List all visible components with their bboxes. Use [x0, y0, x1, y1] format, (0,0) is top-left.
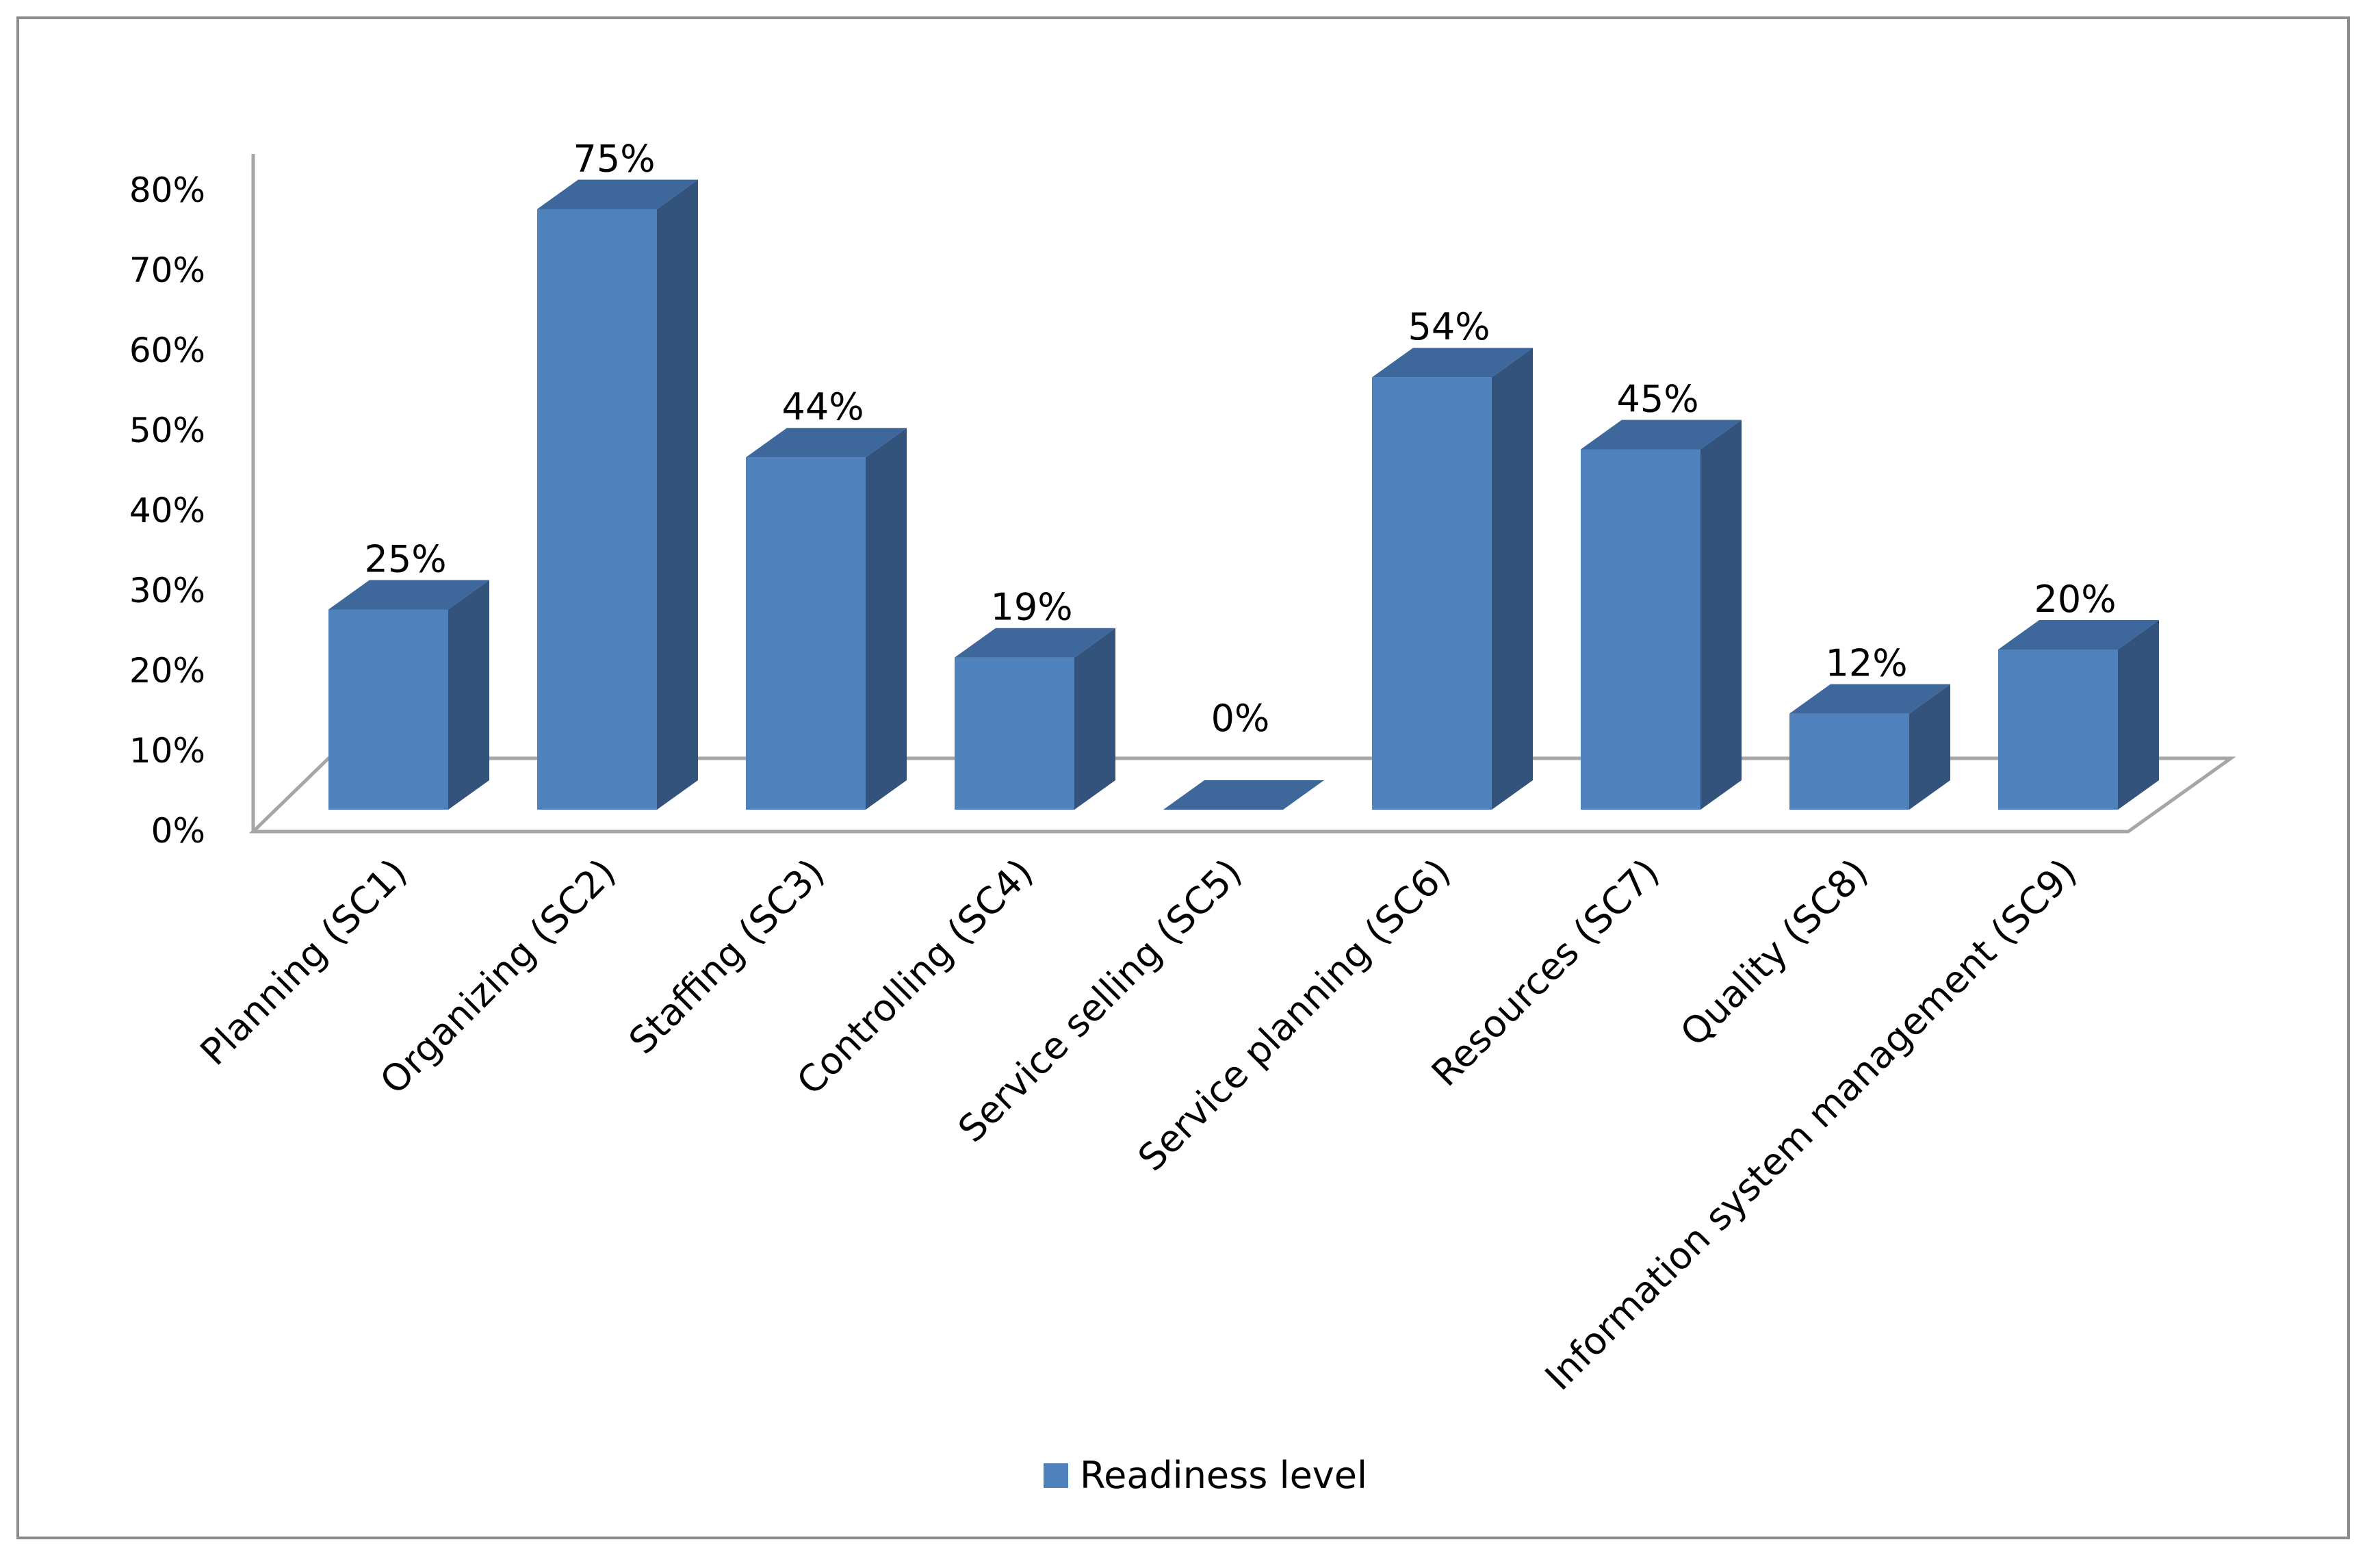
data-label: 25% — [364, 538, 446, 581]
bar — [1163, 780, 1324, 810]
bar-top — [1581, 420, 1742, 450]
legend-label: Readiness level — [1080, 1454, 1367, 1497]
bar-top — [1789, 684, 1950, 714]
y-tick-label: 60% — [129, 331, 205, 370]
x-axis-labels: Planning (SC1)Organizing (SC2)Staffing (… — [192, 851, 2085, 1399]
y-tick-label: 40% — [129, 491, 205, 530]
bar-top — [746, 428, 907, 458]
data-label: 0% — [1211, 697, 1270, 740]
bar-side — [1074, 628, 1115, 810]
bar-front — [955, 657, 1074, 810]
bar-front — [1372, 377, 1492, 810]
bar — [328, 580, 489, 810]
bar-top — [328, 580, 489, 610]
data-labels: 25% 75% 44% 19% 0% 54% 45% 12% 20% — [364, 138, 2116, 741]
bar-top — [1998, 620, 2159, 650]
data-label: 44% — [781, 385, 864, 428]
y-tick-label: 50% — [129, 411, 205, 450]
data-label: 75% — [573, 138, 655, 181]
bar-side — [866, 428, 907, 810]
bar-side — [1700, 420, 1742, 810]
x-tick-label: Planning (SC1) — [192, 851, 415, 1074]
bar — [746, 428, 907, 810]
legend: Readiness level — [1044, 1454, 1367, 1497]
bar — [955, 628, 1115, 810]
bar-front — [537, 209, 657, 810]
bar-front — [1998, 650, 2118, 810]
x-tick-label: Controlling (SC4) — [788, 851, 1041, 1103]
x-tick-label: Staffing (SC3) — [621, 851, 833, 1063]
bar-front — [1789, 713, 1909, 810]
y-tick-label: 10% — [129, 731, 205, 771]
bar — [537, 179, 698, 810]
bar-top — [955, 628, 1115, 658]
bar-front — [746, 457, 866, 810]
y-axis: 0% 10% 20% 30% 40% 50% 60% 70% 80% — [129, 154, 255, 851]
x-tick-label: Quality (SC8) — [1672, 851, 1876, 1055]
bar — [1581, 420, 1742, 810]
y-tick-label: 20% — [129, 651, 205, 691]
y-tick-label: 70% — [129, 250, 205, 290]
bar-side — [1909, 684, 1950, 810]
bar-side — [448, 580, 489, 810]
bar-side — [2118, 620, 2159, 810]
bar-top — [1372, 348, 1533, 378]
data-label: 20% — [2034, 578, 2116, 621]
bar-front — [1581, 449, 1700, 810]
bar — [1998, 620, 2159, 810]
data-label: 45% — [1616, 378, 1698, 421]
data-label: 54% — [1408, 305, 1490, 348]
data-label: 12% — [1825, 642, 1907, 685]
bar-side — [1492, 348, 1533, 810]
bar — [1789, 684, 1950, 810]
floor-plane — [248, 756, 2236, 834]
bar — [1372, 348, 1533, 810]
chart-floor — [248, 756, 2236, 834]
bar-front — [328, 609, 448, 810]
bar-top — [1163, 780, 1324, 810]
y-tick-label: 80% — [129, 170, 205, 210]
y-tick-label: 30% — [129, 571, 205, 611]
x-tick-label: Organizing (SC2) — [372, 851, 623, 1103]
bar-side — [657, 179, 698, 810]
legend-swatch — [1044, 1463, 1068, 1488]
y-tick-label: 0% — [151, 811, 205, 851]
bars — [328, 179, 2159, 810]
data-label: 19% — [990, 586, 1072, 629]
x-tick-label: Resources (SC7) — [1423, 851, 1668, 1095]
bar-top — [537, 179, 698, 209]
